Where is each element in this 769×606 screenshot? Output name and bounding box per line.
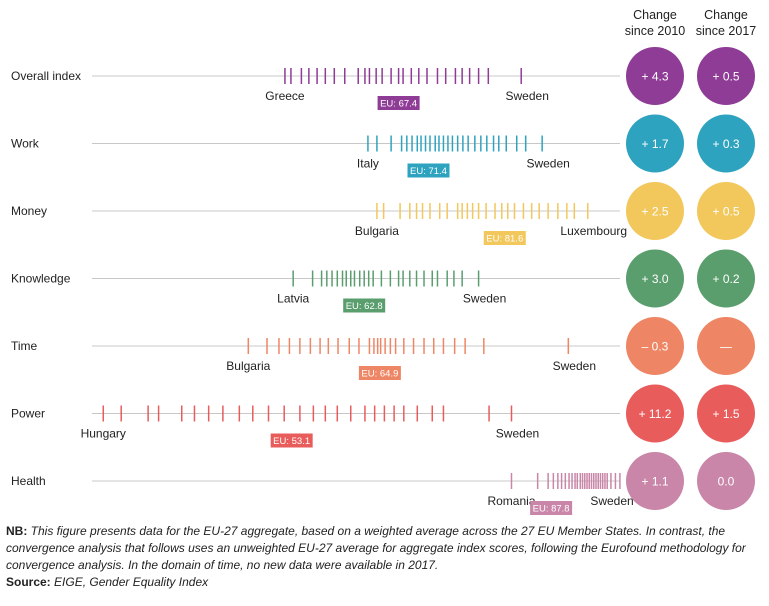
max-country-health: Sweden — [590, 494, 633, 508]
change-2017-value-knowledge: + 0.2 — [712, 272, 739, 286]
eu-value-time: EU: 64.9 — [361, 369, 398, 380]
change-2017-value-power: + 1.5 — [712, 407, 739, 421]
change-2017-bubble-knowledge — [697, 249, 755, 308]
max-country-work: Sweden — [526, 157, 569, 171]
change-2010-bubble-time — [626, 317, 684, 375]
change-2017-bubble-time — [697, 317, 755, 375]
min-country-overall-index: Greece — [265, 89, 305, 103]
change-2010-value-time: – 0.3 — [642, 340, 669, 354]
change-2010-value-power: + 11.2 — [639, 407, 672, 421]
source-note: Source: EIGE, Gender Equality Index — [6, 574, 766, 591]
change-2017-bubble-health — [697, 452, 755, 510]
gender-equality-strip-chart: Change since 2010 Change since 2017 Overall … — [11, 8, 757, 515]
max-country-power: Sweden — [496, 427, 539, 441]
eu-badge-work — [407, 163, 450, 178]
change-2017-bubble-money — [697, 182, 755, 240]
min-country-time: Bulgaria — [226, 359, 270, 373]
header-col1-line-1: Change — [633, 8, 677, 22]
nb-note: NB: This figure presents data for the EU… — [6, 523, 766, 574]
min-country-power: Hungary — [81, 427, 126, 441]
min-country-knowledge: Latvia — [277, 292, 309, 306]
max-country-money: Luxembourg — [560, 224, 627, 238]
change-2010-value-health: + 1.1 — [641, 475, 668, 489]
header-col2-line-1: Change — [704, 8, 748, 22]
eu-badge-overall-index — [377, 96, 420, 110]
change-2010-value-knowledge: + 3.0 — [641, 272, 668, 286]
source-text: EIGE, Gender Equality Index — [54, 575, 209, 589]
change-2010-bubble-knowledge — [626, 249, 684, 308]
change-2010-value-overall-index: + 4.3 — [641, 70, 668, 84]
change-2010-value-money: + 2.5 — [641, 205, 668, 219]
eu-value-knowledge: EU: 62.8 — [346, 301, 383, 312]
nb-label: NB: — [6, 524, 28, 538]
eu-badge-power — [270, 433, 313, 448]
domain-label-power: Power — [11, 407, 45, 421]
domain-label-work: Work — [11, 137, 40, 151]
eu-value-health: EU: 87.8 — [533, 504, 570, 515]
notes: NB: This figure presents data for the EU… — [6, 523, 766, 591]
source-label: Source: — [6, 575, 51, 589]
eu-badge-health — [530, 501, 573, 515]
eu-value-work: EU: 71.4 — [410, 166, 447, 177]
change-2017-value-money: + 0.5 — [712, 205, 739, 219]
change-2010-bubble-overall-index — [626, 47, 684, 105]
header-col1-line-2: since 2010 — [625, 24, 686, 38]
min-country-health: Romania — [487, 494, 535, 508]
change-2010-bubble-power — [626, 384, 684, 443]
eu-value-money: EU: 81.6 — [486, 234, 523, 245]
eu-badge-knowledge — [343, 298, 386, 313]
max-country-time: Sweden — [553, 359, 596, 373]
domain-label-money: Money — [11, 204, 47, 218]
change-2017-value-work: + 0.3 — [712, 137, 739, 151]
domain-label-knowledge: Knowledge — [11, 272, 71, 286]
domain-label-time: Time — [11, 339, 38, 353]
change-2010-value-work: + 1.7 — [641, 137, 668, 151]
change-2010-bubble-money — [626, 182, 684, 240]
eu-value-power: EU: 53.1 — [273, 436, 310, 447]
max-country-knowledge: Sweden — [463, 292, 506, 306]
nb-text: This figure presents data for the EU-27 … — [6, 524, 746, 572]
eu-badge-time — [358, 366, 401, 380]
eu-value-overall-index: EU: 67.4 — [380, 99, 417, 110]
change-2017-value-overall-index: + 0.5 — [712, 70, 739, 84]
min-country-work: Italy — [357, 157, 379, 171]
max-country-overall-index: Sweden — [506, 89, 549, 103]
eu-badge-money — [483, 231, 526, 245]
change-2017-bubble-work — [697, 114, 755, 173]
domain-label-overall-index: Overall index — [11, 69, 81, 83]
domain-label-health: Health — [11, 474, 46, 488]
change-2010-bubble-work — [626, 114, 684, 173]
change-2017-value-time: — — [720, 340, 732, 354]
change-2017-bubble-power — [697, 384, 755, 443]
change-2017-bubble-overall-index — [697, 47, 755, 105]
change-2017-value-health: 0.0 — [718, 475, 735, 489]
min-country-money: Bulgaria — [355, 224, 399, 238]
change-2010-bubble-health — [626, 452, 684, 510]
header-col2-line-2: since 2017 — [696, 24, 757, 38]
